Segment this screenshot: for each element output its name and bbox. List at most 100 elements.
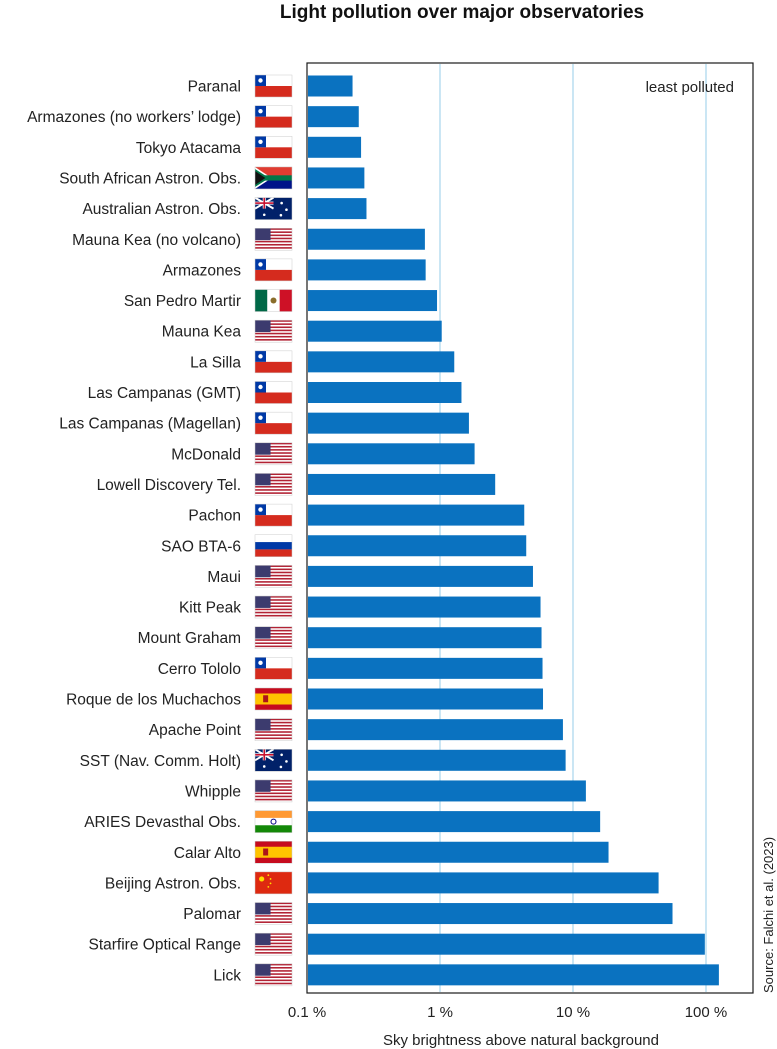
bar [308,811,601,833]
bar [308,259,426,281]
bar [308,657,543,679]
flag-spain-icon [254,687,293,711]
category-label: Kitt Peak [179,600,241,617]
x-tick-label: 0.1 % [288,1004,326,1021]
flag-usa-icon [254,228,293,251]
category-label: McDonald [171,446,241,463]
flag-australia-icon [254,748,293,772]
bar [308,627,542,649]
category-label: San Pedro Martir [124,293,241,310]
category-label: SST (Nav. Comm. Holt) [80,753,241,770]
category-label: Apache Point [149,722,242,739]
flag-usa-icon [254,779,293,803]
category-label: Las Campanas (Magellan) [59,416,241,433]
bar [308,167,365,189]
category-label: Mount Graham [138,630,241,647]
flag-usa-icon [254,442,293,466]
flag-chile-icon [254,350,293,374]
flag-china-icon [254,871,293,895]
country-flags [254,74,293,987]
category-label: Starfire Optical Range [89,937,242,954]
category-label: Calar Alto [174,845,241,862]
flag-south-africa-icon [254,166,293,190]
category-label: Mauna Kea [162,324,242,341]
x-axis-label: Sky brightness above natural background [383,1032,659,1049]
bar [308,443,475,465]
flag-chile-icon [254,258,293,282]
bar [308,473,496,495]
flag-chile-icon [254,411,293,435]
category-label: Mauna Kea (no volcano) [72,232,241,249]
bar [308,351,455,373]
flag-usa-icon [254,473,293,496]
bar-series [308,75,719,986]
flag-chile-icon [254,381,293,404]
chart-title: Light pollution over major observatories [280,2,644,23]
bar [308,136,362,158]
bar [308,504,525,526]
gridlines [439,64,707,992]
bar [308,228,425,250]
category-label: Cerro Tololo [158,661,241,678]
category-label: South African Astron. Obs. [59,170,241,187]
bar [308,903,673,925]
x-axis-ticks: 0.1 % 1 % 10 % 100 % [288,1004,727,1021]
category-label: La Silla [190,354,241,371]
category-label: ARIES Devasthal Obs. [84,814,241,831]
bar [308,382,462,403]
x-tick-label: 1 % [427,1004,453,1021]
bar [308,841,609,863]
category-label: Roque de los Muchachos [66,692,241,709]
flag-australia-icon [254,196,293,220]
flag-chile-icon [254,657,293,680]
category-label: Lowell Discovery Tel. [97,477,241,494]
bar [308,106,359,128]
category-labels: Paranal Armazones (no workers’ lodge) Toky… [27,79,242,985]
bar [308,749,566,771]
least-polluted-annotation: least polluted [646,79,734,96]
category-label: Australian Astron. Obs. [82,201,241,218]
bar [308,688,544,710]
flag-usa-icon [254,718,293,741]
flag-russia-icon [254,534,293,557]
flag-usa-icon [254,902,293,925]
bar [308,412,469,434]
flag-chile-icon [254,105,293,128]
bar [308,290,438,312]
bar [308,565,533,587]
flag-chile-icon [254,136,293,159]
bar [308,872,659,894]
bar [308,933,705,955]
bar [308,596,541,618]
category-label: Beijing Astron. Obs. [105,875,241,892]
flag-chile-icon [254,503,293,527]
category-label: SAO BTA-6 [161,538,241,555]
flag-mexico-icon [254,289,293,312]
flag-india-icon [254,810,293,833]
bar [308,75,353,97]
flag-usa-icon [254,932,293,956]
category-label: Paranal [188,79,241,96]
category-label: Armazones [163,262,242,279]
flag-chile-icon [254,74,293,98]
category-label: Pachon [188,508,241,525]
flag-usa-icon [254,565,293,588]
x-tick-label: 10 % [556,1004,590,1021]
flag-usa-icon [254,319,293,343]
category-label: Palomar [183,906,241,923]
category-label: Whipple [185,783,241,800]
category-label: Armazones (no workers’ lodge) [27,109,241,126]
bar [308,964,719,986]
category-label: Maui [207,569,241,586]
flag-spain-icon [254,841,293,864]
plot-area-frame [306,62,754,994]
bar [308,780,586,802]
bar [308,198,367,220]
bar [308,719,563,741]
flag-usa-icon [254,626,293,649]
flag-usa-icon [254,963,293,987]
category-label: Tokyo Atacama [136,140,241,157]
bar [308,535,527,557]
category-label: Las Campanas (GMT) [88,385,241,402]
